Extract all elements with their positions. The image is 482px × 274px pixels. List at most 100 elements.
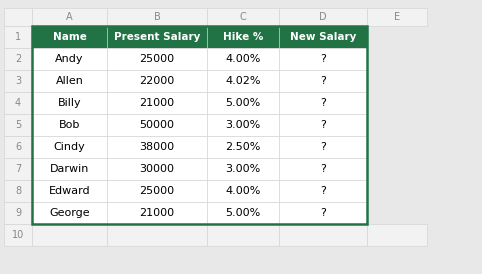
Text: 21000: 21000 <box>139 98 174 108</box>
Bar <box>4 180 32 202</box>
Text: E: E <box>394 12 400 22</box>
Bar <box>207 8 279 26</box>
Bar <box>32 8 107 26</box>
Text: Darwin: Darwin <box>50 164 89 174</box>
Text: 4: 4 <box>15 98 21 108</box>
Bar <box>107 202 207 224</box>
Bar <box>4 136 32 158</box>
Bar <box>207 70 279 92</box>
Text: Billy: Billy <box>58 98 81 108</box>
Text: Cindy: Cindy <box>54 142 85 152</box>
Bar <box>107 92 207 114</box>
Bar <box>279 48 367 70</box>
Text: 25000: 25000 <box>139 54 174 64</box>
Text: Edward: Edward <box>49 186 90 196</box>
Bar <box>107 26 207 48</box>
Text: 38000: 38000 <box>139 142 174 152</box>
Text: ?: ? <box>320 76 326 86</box>
Bar <box>107 8 207 26</box>
Bar <box>279 224 367 246</box>
Text: 3.00%: 3.00% <box>226 164 261 174</box>
Text: 30000: 30000 <box>139 164 174 174</box>
Bar <box>207 136 279 158</box>
Bar <box>207 92 279 114</box>
Text: Allen: Allen <box>55 76 83 86</box>
Bar <box>4 158 32 180</box>
Text: George: George <box>49 208 90 218</box>
Text: 4.00%: 4.00% <box>225 186 261 196</box>
Bar <box>4 92 32 114</box>
Bar <box>207 180 279 202</box>
Bar <box>279 114 367 136</box>
Text: ?: ? <box>320 164 326 174</box>
Text: 7: 7 <box>15 164 21 174</box>
Bar <box>367 8 427 26</box>
Text: Bob: Bob <box>59 120 80 130</box>
Bar <box>32 26 367 224</box>
Bar <box>107 70 207 92</box>
Bar <box>32 180 107 202</box>
Bar <box>4 202 32 224</box>
Text: ?: ? <box>320 186 326 196</box>
Bar <box>107 180 207 202</box>
Text: 22000: 22000 <box>139 76 174 86</box>
Text: 25000: 25000 <box>139 186 174 196</box>
Text: ?: ? <box>320 54 326 64</box>
Text: 2: 2 <box>15 54 21 64</box>
Bar <box>32 224 107 246</box>
Bar <box>367 224 427 246</box>
Bar <box>4 224 32 246</box>
Text: 5.00%: 5.00% <box>226 208 261 218</box>
Text: 4.00%: 4.00% <box>225 54 261 64</box>
Bar <box>107 136 207 158</box>
Bar <box>207 26 279 48</box>
Text: New Salary: New Salary <box>290 32 356 42</box>
Text: ?: ? <box>320 120 326 130</box>
Bar <box>207 158 279 180</box>
Bar <box>279 26 367 48</box>
Text: ?: ? <box>320 142 326 152</box>
Text: 3: 3 <box>15 76 21 86</box>
Bar <box>279 92 367 114</box>
Bar <box>279 70 367 92</box>
Bar <box>207 224 279 246</box>
Bar <box>107 224 207 246</box>
Bar <box>32 26 107 48</box>
Text: 2.50%: 2.50% <box>225 142 261 152</box>
Text: 21000: 21000 <box>139 208 174 218</box>
Text: 5: 5 <box>15 120 21 130</box>
Bar <box>32 114 107 136</box>
Text: B: B <box>154 12 161 22</box>
Text: Hike %: Hike % <box>223 32 263 42</box>
Bar <box>4 48 32 70</box>
Text: C: C <box>240 12 246 22</box>
Text: Name: Name <box>53 32 86 42</box>
Text: 5.00%: 5.00% <box>226 98 261 108</box>
Bar <box>107 158 207 180</box>
Bar <box>279 158 367 180</box>
Text: 1: 1 <box>15 32 21 42</box>
Bar <box>279 202 367 224</box>
Bar <box>32 48 107 70</box>
Bar <box>207 114 279 136</box>
Bar <box>32 92 107 114</box>
Bar <box>4 26 32 48</box>
Text: ?: ? <box>320 208 326 218</box>
Bar <box>32 158 107 180</box>
Text: 10: 10 <box>12 230 24 240</box>
Text: 50000: 50000 <box>139 120 174 130</box>
Text: 9: 9 <box>15 208 21 218</box>
Text: Andy: Andy <box>55 54 84 64</box>
Bar <box>279 8 367 26</box>
Bar <box>279 180 367 202</box>
Bar <box>32 70 107 92</box>
Bar <box>107 48 207 70</box>
Bar <box>32 202 107 224</box>
Bar <box>207 48 279 70</box>
Text: 4.02%: 4.02% <box>225 76 261 86</box>
Bar <box>4 8 32 26</box>
Text: A: A <box>66 12 73 22</box>
Text: ?: ? <box>320 98 326 108</box>
Text: 6: 6 <box>15 142 21 152</box>
Bar <box>4 70 32 92</box>
